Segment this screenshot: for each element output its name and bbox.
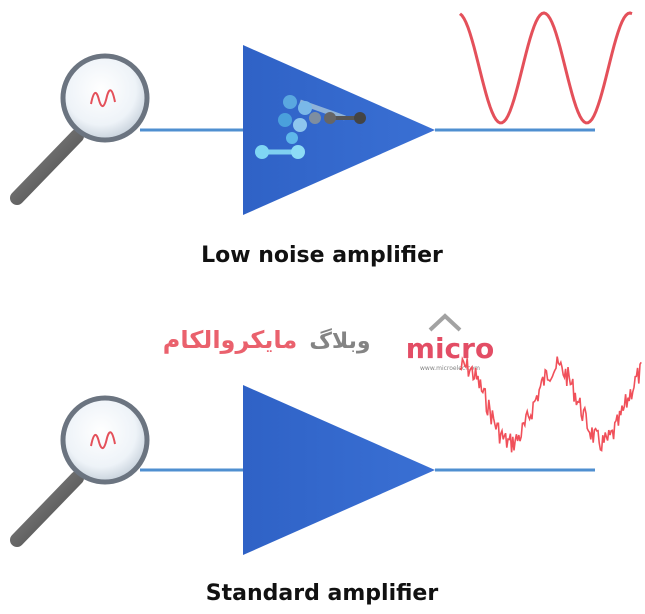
watermark-title: مایکروالکام [163,326,297,354]
panel-label: Low noise amplifier [201,243,443,268]
amplifier [243,385,435,555]
watermark-prefix: وبلاگ [309,328,370,354]
panel-label: Standard amplifier [206,581,439,606]
watermark-logo: micro [406,332,494,365]
diagram: Low noise amplifier مایکروالکام وبلاگ mi… [0,0,645,614]
magnifier [17,56,147,198]
watermark: مایکروالکام وبلاگ micro www.microelec.co… [163,316,494,372]
amplifier [243,45,435,215]
low-noise-panel: Low noise amplifier [140,13,632,268]
clean-output-wave [460,13,632,123]
standard-panel: Standard amplifier [140,357,641,606]
noisy-output-wave [460,357,641,453]
magnifier [17,398,147,540]
